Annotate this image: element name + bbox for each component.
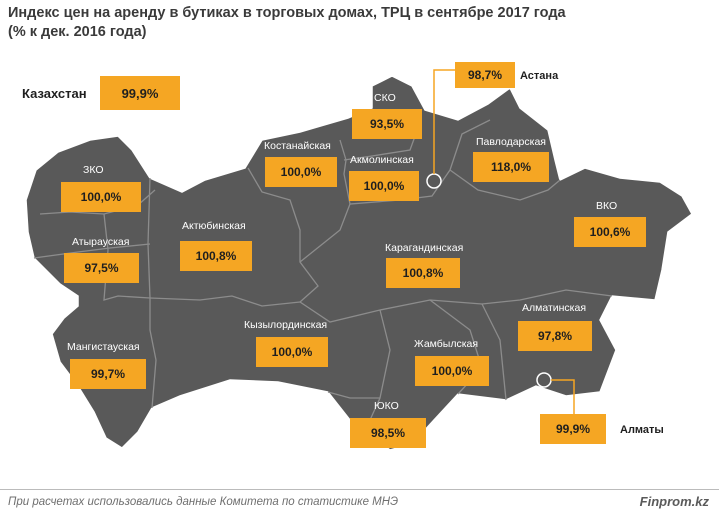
city-value-almaty: 99,9% (540, 414, 606, 444)
astana-leader (433, 69, 455, 174)
region-label-zko: ЗКО (83, 164, 104, 176)
almaty-marker (536, 372, 552, 388)
region-label-aktobe: Актюбинская (182, 220, 246, 232)
region-value-almaty-region: 97,8% (518, 321, 592, 351)
region-label-yuko: ЮКО (374, 400, 399, 412)
region-value-yuko: 98,5% (350, 418, 426, 448)
region-borders (33, 119, 613, 421)
region-value-kyzylorda: 100,0% (256, 337, 328, 367)
region-value-pavlodar: 118,0% (473, 152, 549, 182)
region-label-sko: СКО (374, 92, 396, 104)
region-label-akmola: Акмолинская (350, 154, 414, 166)
city-value-astana: 98,7% (455, 62, 515, 88)
region-value-zko: 100,0% (61, 182, 141, 212)
kazakhstan-value-badge: 99,9% (100, 76, 180, 110)
region-value-kostanay: 100,0% (265, 157, 337, 187)
region-label-vko: ВКО (596, 200, 618, 212)
region-label-almaty-region: Алматинская (522, 302, 587, 314)
city-label-astana: Астана (520, 70, 559, 82)
kazakhstan-label: Казахстан (22, 86, 87, 101)
region-value-vko: 100,6% (574, 217, 646, 247)
region-value-akmola: 100,0% (349, 171, 419, 201)
region-label-mangystau: Мангистауская (67, 341, 140, 353)
region-label-pavlodar: Павлодарская (476, 136, 546, 148)
almaty-leader (551, 379, 575, 414)
region-value-sko: 93,5% (352, 109, 422, 139)
region-value-atyrau: 97,5% (64, 253, 139, 283)
region-value-aktobe: 100,8% (180, 241, 252, 271)
region-value-karaganda: 100,8% (386, 258, 460, 288)
chart-title: Индекс цен на аренду в бутиках в торговы… (8, 4, 566, 42)
region-label-kostanay: Костанайская (264, 140, 331, 152)
region-label-kyzylorda: Кызылординская (244, 319, 328, 331)
astana-marker (426, 173, 442, 189)
region-label-karaganda: Карагандинская (385, 242, 464, 254)
source-note: При расчетах использовались данные Комит… (8, 496, 399, 508)
region-value-mangystau: 99,7% (70, 359, 146, 389)
city-label-almaty: Алматы (620, 424, 664, 436)
region-label-atyrau: Атырауская (72, 236, 130, 248)
title-line-1: Индекс цен на аренду в бутиках в торговы… (8, 5, 566, 21)
region-label-zhambyl: Жамбылская (414, 338, 479, 350)
brand-label: Finprom.kz (639, 494, 709, 509)
region-value-zhambyl: 100,0% (415, 356, 489, 386)
footer-divider (0, 489, 719, 490)
title-line-2: (% к дек. 2016 года) (8, 24, 147, 40)
